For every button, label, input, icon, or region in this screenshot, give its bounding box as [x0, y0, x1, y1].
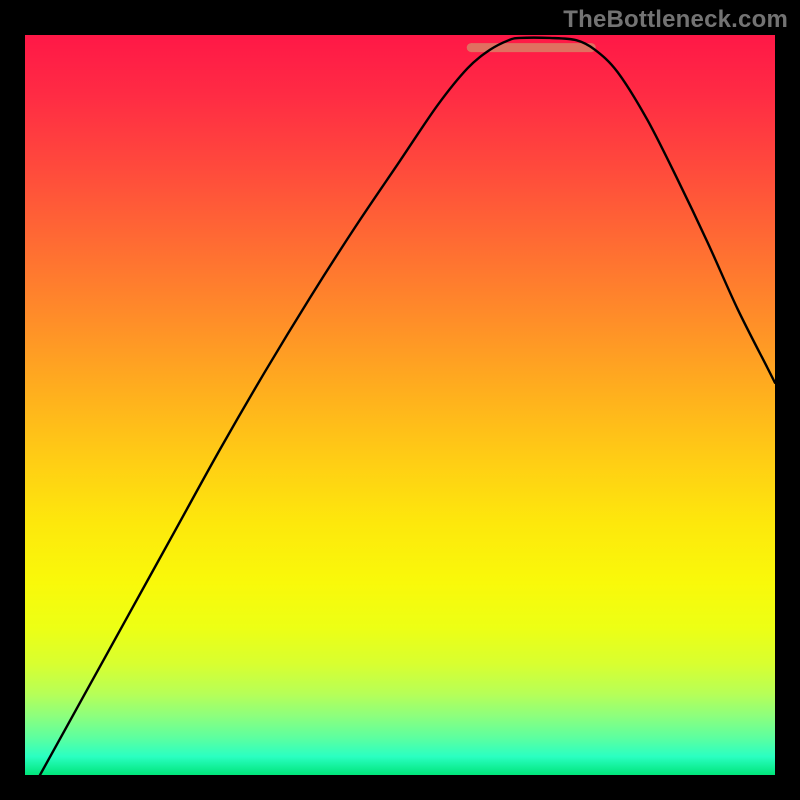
chart-area	[25, 35, 775, 775]
flat-segment	[467, 43, 596, 52]
watermark-text: TheBottleneck.com	[563, 6, 788, 34]
gradient-background	[25, 35, 775, 775]
chart-svg	[25, 35, 775, 775]
outer-frame: TheBottleneck.com	[0, 0, 800, 800]
